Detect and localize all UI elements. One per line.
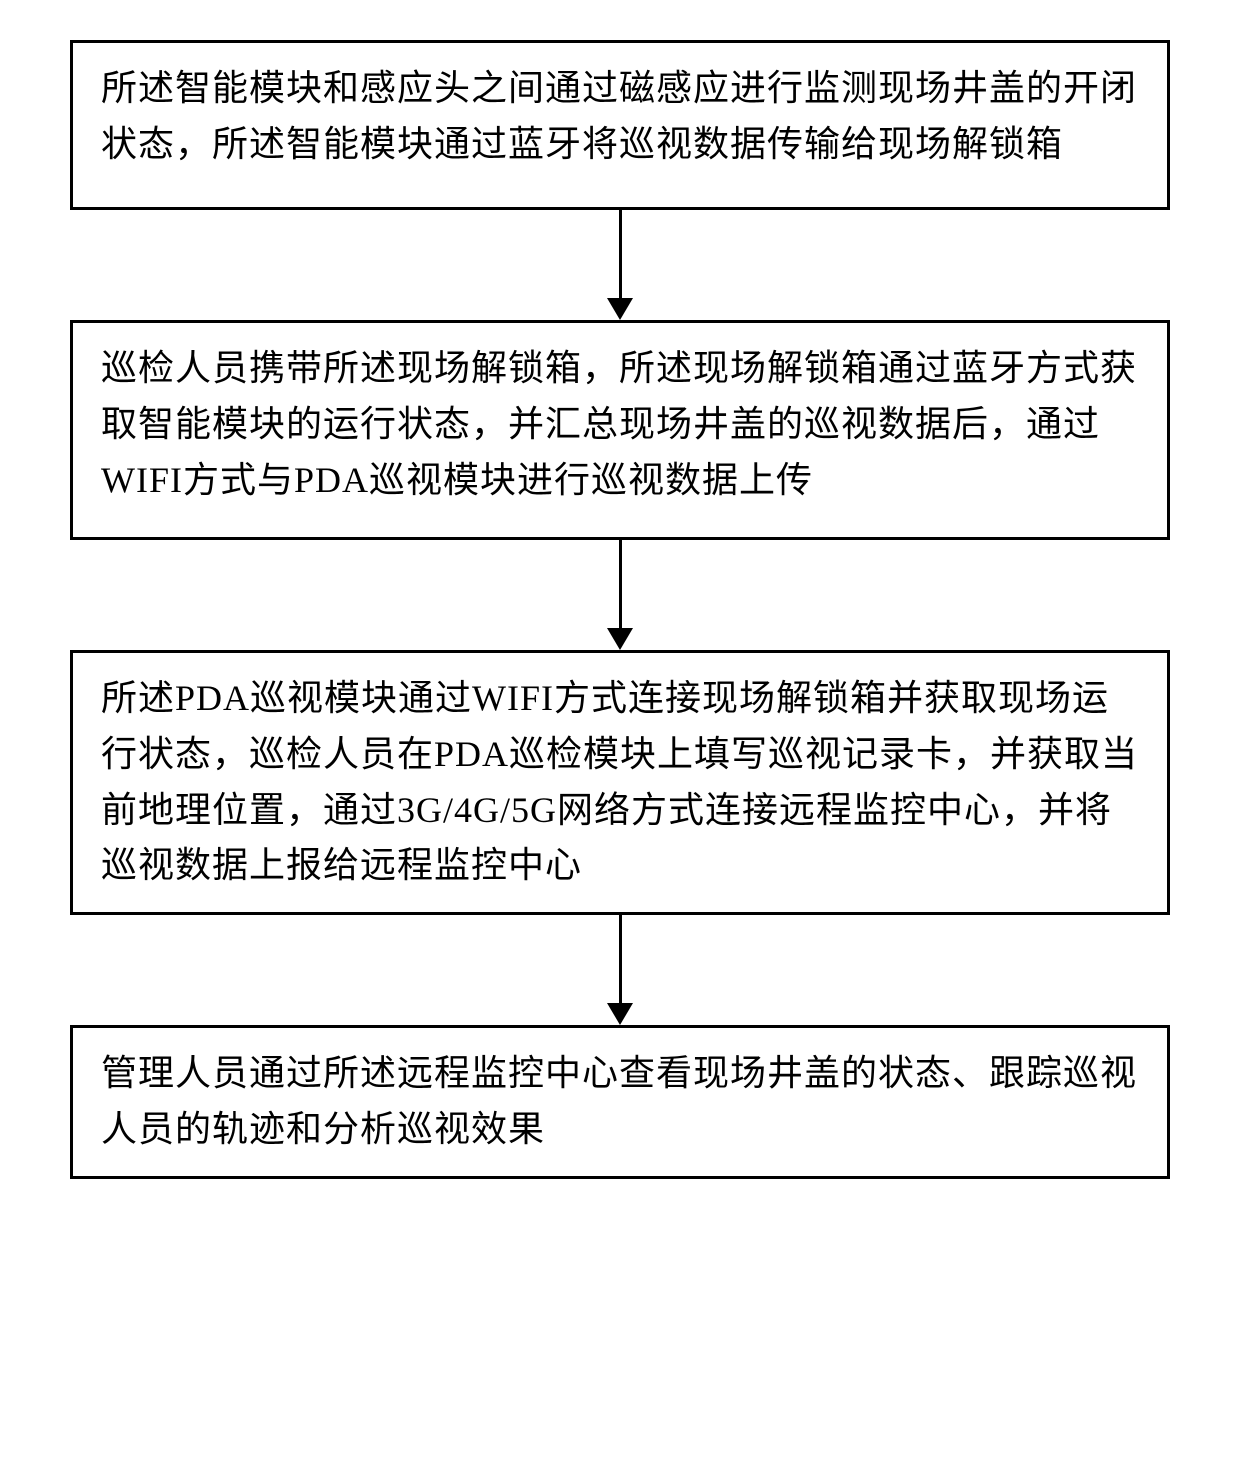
arrow-head-icon — [607, 1003, 633, 1025]
arrow-2 — [607, 540, 633, 650]
arrow-head-icon — [607, 298, 633, 320]
flow-step-2-text: 巡检人员携带所述现场解锁箱，所述现场解锁箱通过蓝牙方式获取智能模块的运行状态，并… — [101, 341, 1139, 508]
arrow-head-icon — [607, 628, 633, 650]
flow-step-4-text: 管理人员通过所述远程监控中心查看现场井盖的状态、跟踪巡视人员的轨迹和分析巡视效果 — [101, 1046, 1139, 1158]
arrow-3 — [607, 915, 633, 1025]
flow-step-1: 所述智能模块和感应头之间通过磁感应进行监测现场井盖的开闭状态，所述智能模块通过蓝… — [70, 40, 1170, 210]
arrow-1 — [607, 210, 633, 320]
flowchart-container: 所述智能模块和感应头之间通过磁感应进行监测现场井盖的开闭状态，所述智能模块通过蓝… — [70, 40, 1170, 1179]
flow-step-2: 巡检人员携带所述现场解锁箱，所述现场解锁箱通过蓝牙方式获取智能模块的运行状态，并… — [70, 320, 1170, 540]
flow-step-3-text: 所述PDA巡视模块通过WIFI方式连接现场解锁箱并获取现场运行状态，巡检人员在P… — [101, 671, 1139, 894]
arrow-shaft — [619, 915, 622, 1003]
flow-step-4: 管理人员通过所述远程监控中心查看现场井盖的状态、跟踪巡视人员的轨迹和分析巡视效果 — [70, 1025, 1170, 1179]
flow-step-1-text: 所述智能模块和感应头之间通过磁感应进行监测现场井盖的开闭状态，所述智能模块通过蓝… — [101, 61, 1139, 173]
flow-step-3: 所述PDA巡视模块通过WIFI方式连接现场解锁箱并获取现场运行状态，巡检人员在P… — [70, 650, 1170, 915]
arrow-shaft — [619, 210, 622, 298]
arrow-shaft — [619, 540, 622, 628]
